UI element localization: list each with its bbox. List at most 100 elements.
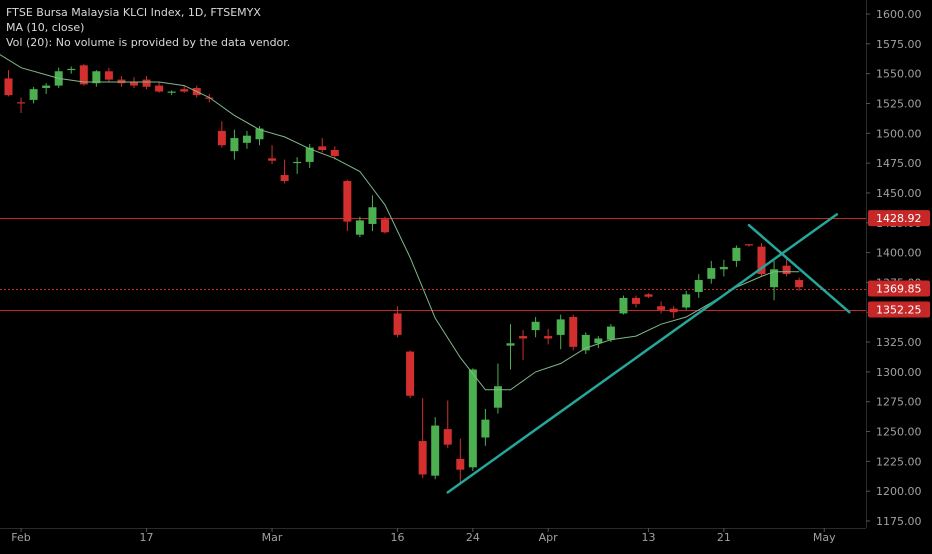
candle-body xyxy=(619,297,628,314)
candle-body xyxy=(142,79,151,87)
candle-body xyxy=(343,181,352,222)
candle-body xyxy=(468,369,477,468)
candle xyxy=(770,260,779,301)
candle-body xyxy=(644,294,653,297)
candle xyxy=(468,368,477,471)
candle-body xyxy=(330,149,339,156)
x-tick-label: Apr xyxy=(539,531,559,544)
x-tick-label: 13 xyxy=(642,531,656,544)
candle-body xyxy=(268,158,277,161)
chart-title: FTSE Bursa Malaysia KLCI Index, 1D, FTSE… xyxy=(6,6,261,19)
candle-body xyxy=(255,128,264,140)
candle-body xyxy=(569,317,578,347)
x-axis: Feb 17 Mar 16 24 Apr 13 21 May xyxy=(0,528,866,544)
candle xyxy=(318,138,327,153)
candle-body xyxy=(17,102,26,104)
candle xyxy=(29,86,38,104)
candle xyxy=(556,314,565,350)
candle-body xyxy=(556,319,565,335)
candle-body xyxy=(544,336,553,339)
candle-body xyxy=(506,343,515,346)
candle xyxy=(381,216,389,234)
candle-body xyxy=(167,91,176,93)
candle xyxy=(17,97,26,114)
ma-legend-label: MA (10, close) xyxy=(6,21,85,34)
candle-body xyxy=(180,89,189,92)
candle-body xyxy=(719,266,728,270)
candle-body xyxy=(92,71,101,84)
candle-body xyxy=(318,146,327,150)
candle-body xyxy=(431,425,440,476)
y-tick-label: 1550.00 xyxy=(876,68,922,81)
candle xyxy=(456,438,465,483)
candle xyxy=(418,398,427,479)
candle-body xyxy=(79,65,88,85)
candle-body xyxy=(42,85,51,88)
candle-body xyxy=(694,280,703,292)
candle-body xyxy=(782,265,791,275)
moving-average-layer xyxy=(0,54,800,391)
candle xyxy=(795,277,804,291)
candle xyxy=(155,81,164,93)
candle xyxy=(493,363,502,414)
y-tick-label: 1300.00 xyxy=(876,366,922,379)
candle xyxy=(368,195,377,232)
volume-legend-label: Vol (20): No volume is provided by the d… xyxy=(6,36,291,49)
y-tick-label: 1600.00 xyxy=(876,8,922,21)
y-tick-label: 1325.00 xyxy=(876,336,922,349)
x-tick-label: Mar xyxy=(262,531,283,544)
ma-line xyxy=(0,54,800,391)
y-tick-label: 1400.00 xyxy=(876,247,922,260)
candle-body xyxy=(67,68,76,71)
price-tag xyxy=(868,301,930,318)
chart-legend: FTSE Bursa Malaysia KLCI Index, 1D, FTSE… xyxy=(6,5,290,50)
candle-body xyxy=(117,79,126,84)
y-tick-label: 1575.00 xyxy=(876,38,922,51)
candle-body xyxy=(594,338,603,344)
candle-body xyxy=(381,219,389,233)
candle-body xyxy=(4,78,13,96)
y-tick-label: 1225.00 xyxy=(876,455,922,468)
candle xyxy=(104,67,113,82)
candle-body xyxy=(519,336,528,339)
price-tag xyxy=(868,210,930,227)
y-tick-label: 1250.00 xyxy=(876,426,922,439)
candle-body xyxy=(368,207,377,224)
candle-body xyxy=(29,89,38,100)
candle xyxy=(544,328,553,345)
candle-body xyxy=(657,306,666,310)
candle-body xyxy=(744,244,753,246)
candle-body xyxy=(305,147,314,162)
y-tick-label: 1200.00 xyxy=(876,485,922,498)
candle xyxy=(393,306,402,338)
candle-body xyxy=(130,81,138,86)
candle-body xyxy=(795,280,804,288)
candle-body xyxy=(757,246,766,275)
candle-body xyxy=(355,220,364,235)
candle xyxy=(230,129,239,160)
candle xyxy=(707,260,716,284)
candle xyxy=(355,216,364,238)
candle xyxy=(594,336,603,349)
candle-body xyxy=(280,175,289,182)
candle xyxy=(744,244,753,247)
candle-body xyxy=(682,294,691,308)
candle-body xyxy=(155,85,164,92)
trendline xyxy=(446,213,839,494)
y-tick-label: 1175.00 xyxy=(876,515,922,528)
candle xyxy=(406,350,415,399)
candle-body xyxy=(732,247,741,261)
candle xyxy=(268,145,277,165)
candle xyxy=(167,90,176,96)
candle-body xyxy=(531,321,540,331)
candle xyxy=(255,126,264,146)
y-tick-label: 1525.00 xyxy=(876,97,922,110)
candle xyxy=(694,274,703,298)
candle xyxy=(217,121,226,148)
candle-body xyxy=(707,268,716,279)
candle xyxy=(481,408,490,446)
trendlines-layer xyxy=(446,213,851,494)
candle xyxy=(581,332,590,354)
